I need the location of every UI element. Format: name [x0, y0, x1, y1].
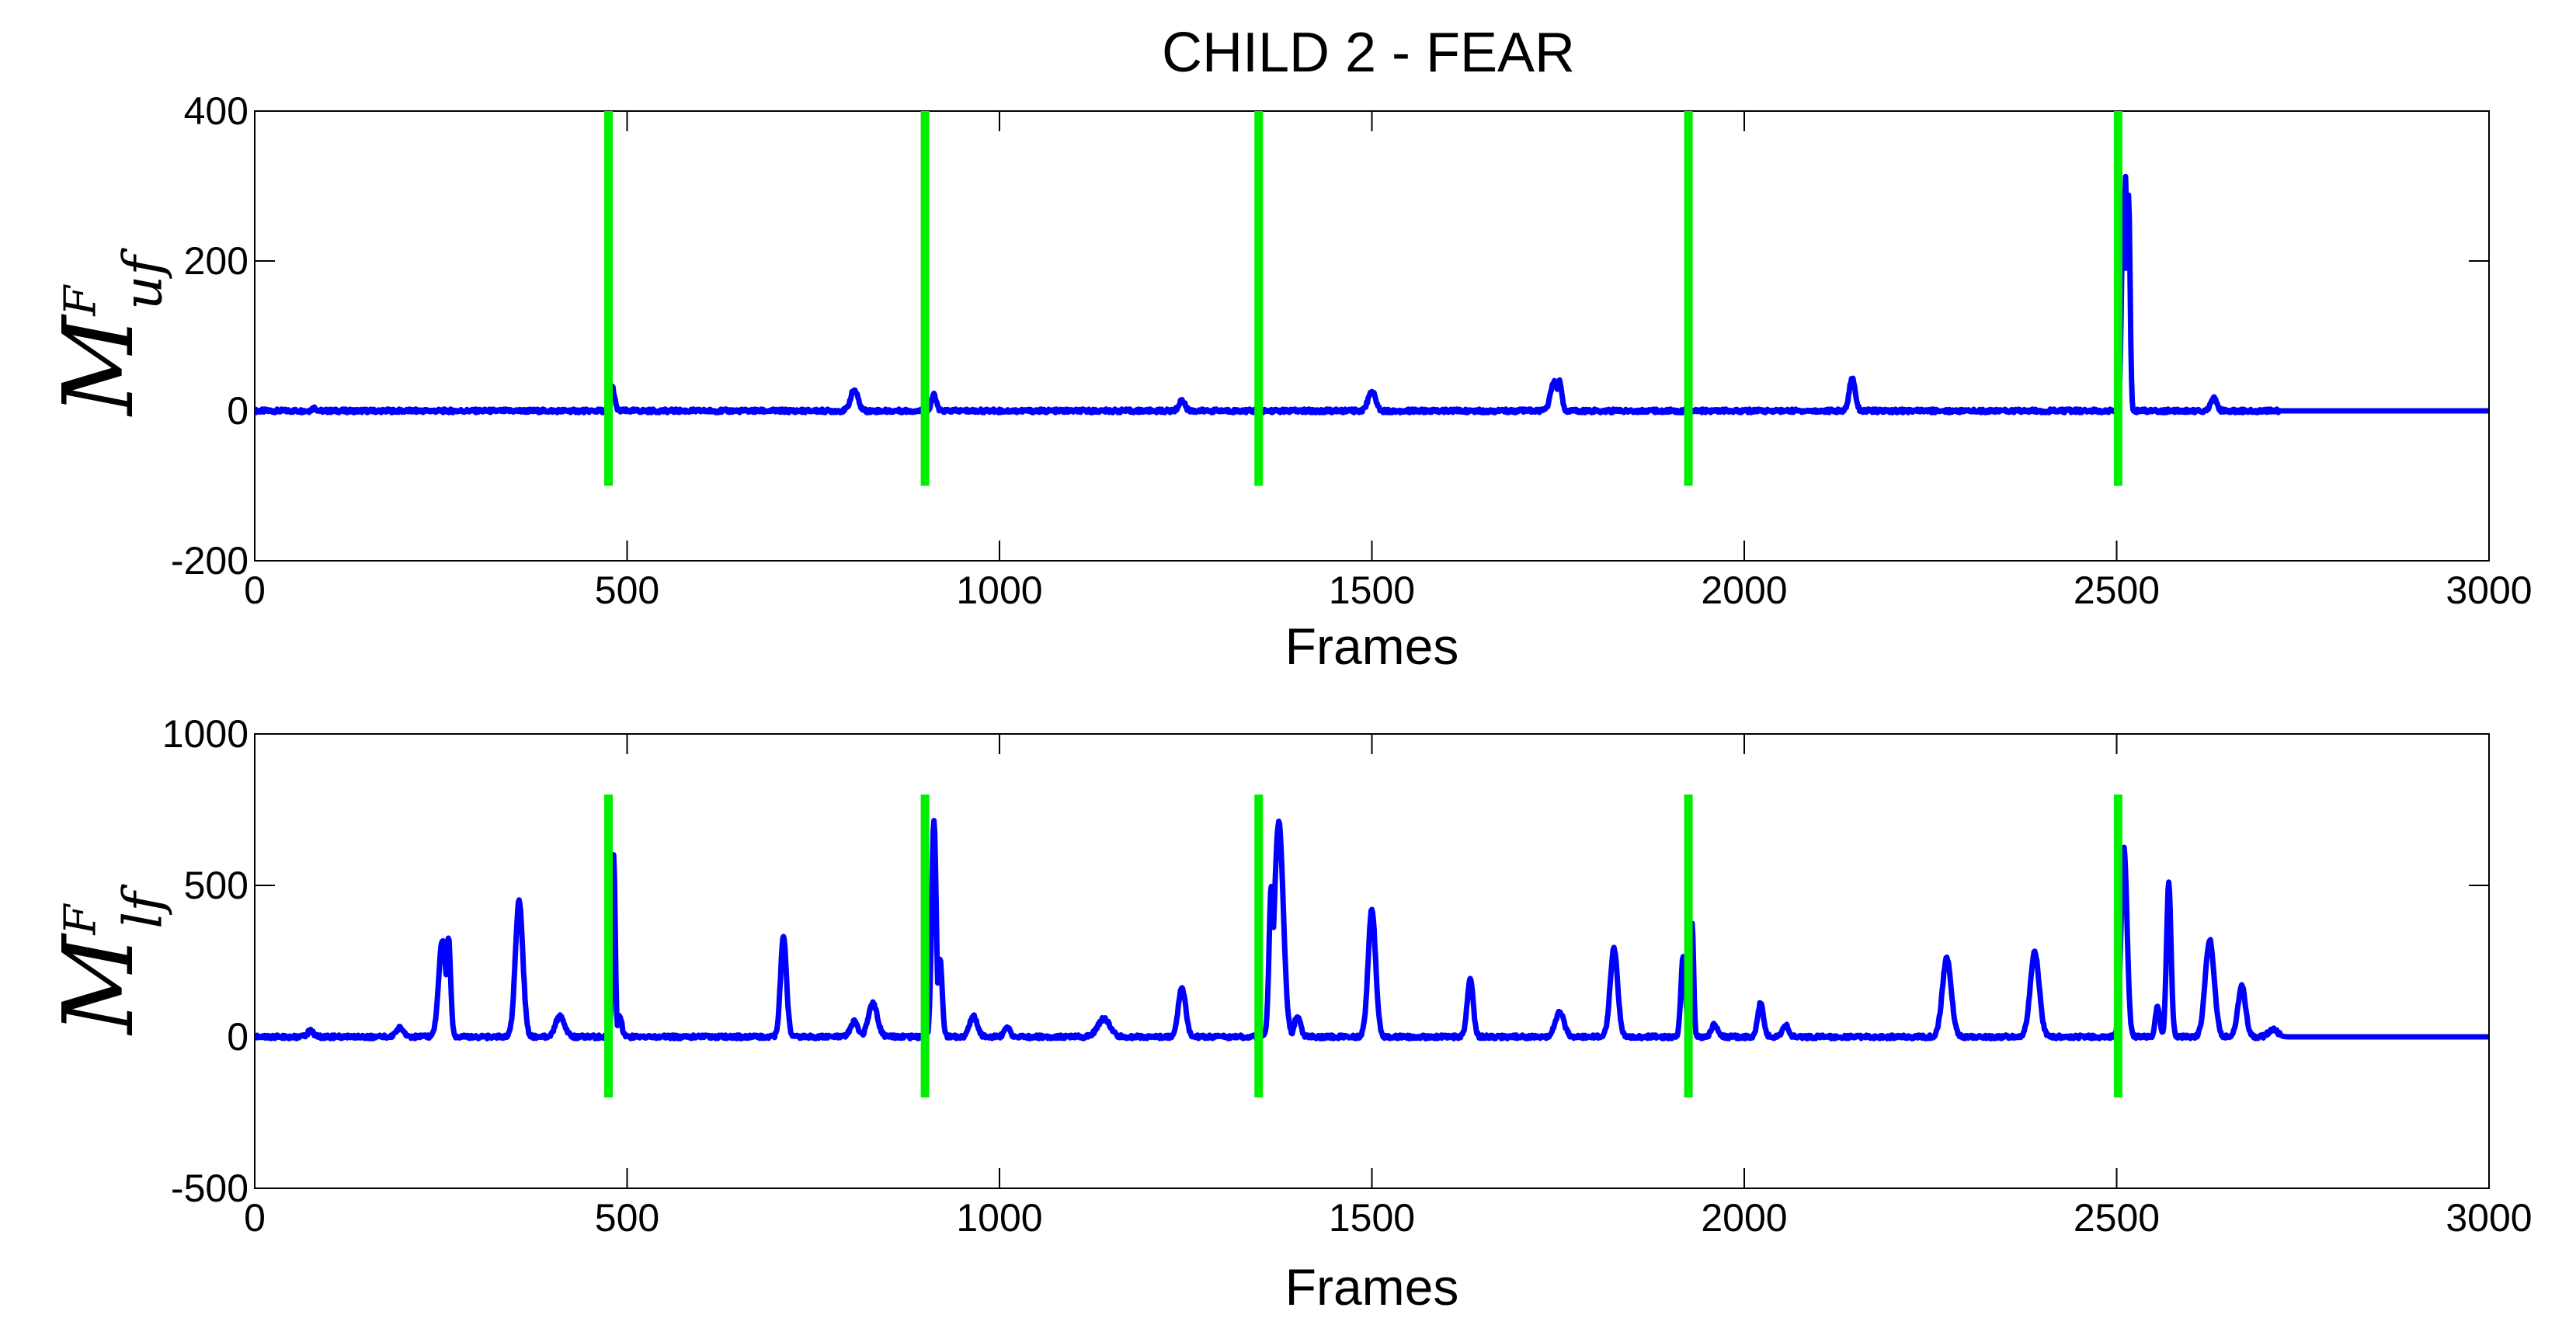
x-axis-label: Frames: [1285, 617, 1459, 675]
x-tick-label: 0: [244, 1196, 266, 1240]
y-axis-label-base: M: [43, 314, 155, 417]
x-tick-label: 1500: [1329, 1196, 1415, 1240]
x-tick-label: 2500: [2074, 1196, 2160, 1240]
x-tick-label: 2000: [1701, 569, 1787, 612]
series-line: [255, 173, 2489, 416]
y-axis-label: MF lf: [43, 884, 175, 1036]
x-tick-label: 3000: [2446, 1196, 2532, 1240]
chart-upper: 0 500 1000 1500 2000 2500 3000-2000200400Frame…: [43, 89, 2533, 675]
axes-box: [254, 110, 2490, 562]
y-axis-label-sub: lf: [113, 884, 175, 929]
figure-title: CHILD 2 - FEAR: [1162, 22, 1575, 84]
x-tick-label: 500: [595, 1196, 659, 1240]
y-tick-label: 0: [227, 389, 249, 433]
x-tick-label: 3000: [2446, 569, 2532, 612]
chart-lower: 0 500 1000 1500 2000 2500 3000-50005001000Fram…: [43, 712, 2533, 1316]
y-axis-label-sup: F: [56, 903, 106, 936]
y-tick-label: -200: [171, 539, 249, 582]
y-tick-label: -500: [171, 1167, 249, 1210]
x-tick-label: 2500: [2074, 569, 2160, 612]
x-tick-label: 1000: [956, 1196, 1042, 1240]
x-axis-label: Frames: [1285, 1258, 1459, 1316]
x-tick-label: 1500: [1329, 569, 1415, 612]
y-tick-label: 500: [184, 864, 249, 907]
x-tick-label: 500: [595, 569, 659, 612]
y-tick-label: 200: [184, 239, 249, 283]
y-axis-label-base: M: [43, 933, 155, 1036]
y-axis-label-sub: uf: [113, 248, 175, 310]
y-tick-label: 1000: [162, 712, 249, 756]
axes-box: [254, 733, 2490, 1189]
x-tick-label: 2000: [1701, 1196, 1787, 1240]
y-axis-label-sup: F: [56, 284, 106, 317]
y-axis-label: MF uf: [43, 248, 175, 417]
x-tick-label: 0: [244, 569, 266, 612]
y-tick-label: 0: [227, 1015, 249, 1059]
x-tick-label: 1000: [956, 569, 1042, 612]
series-line: [255, 818, 2489, 1042]
y-tick-label: 400: [184, 89, 249, 133]
